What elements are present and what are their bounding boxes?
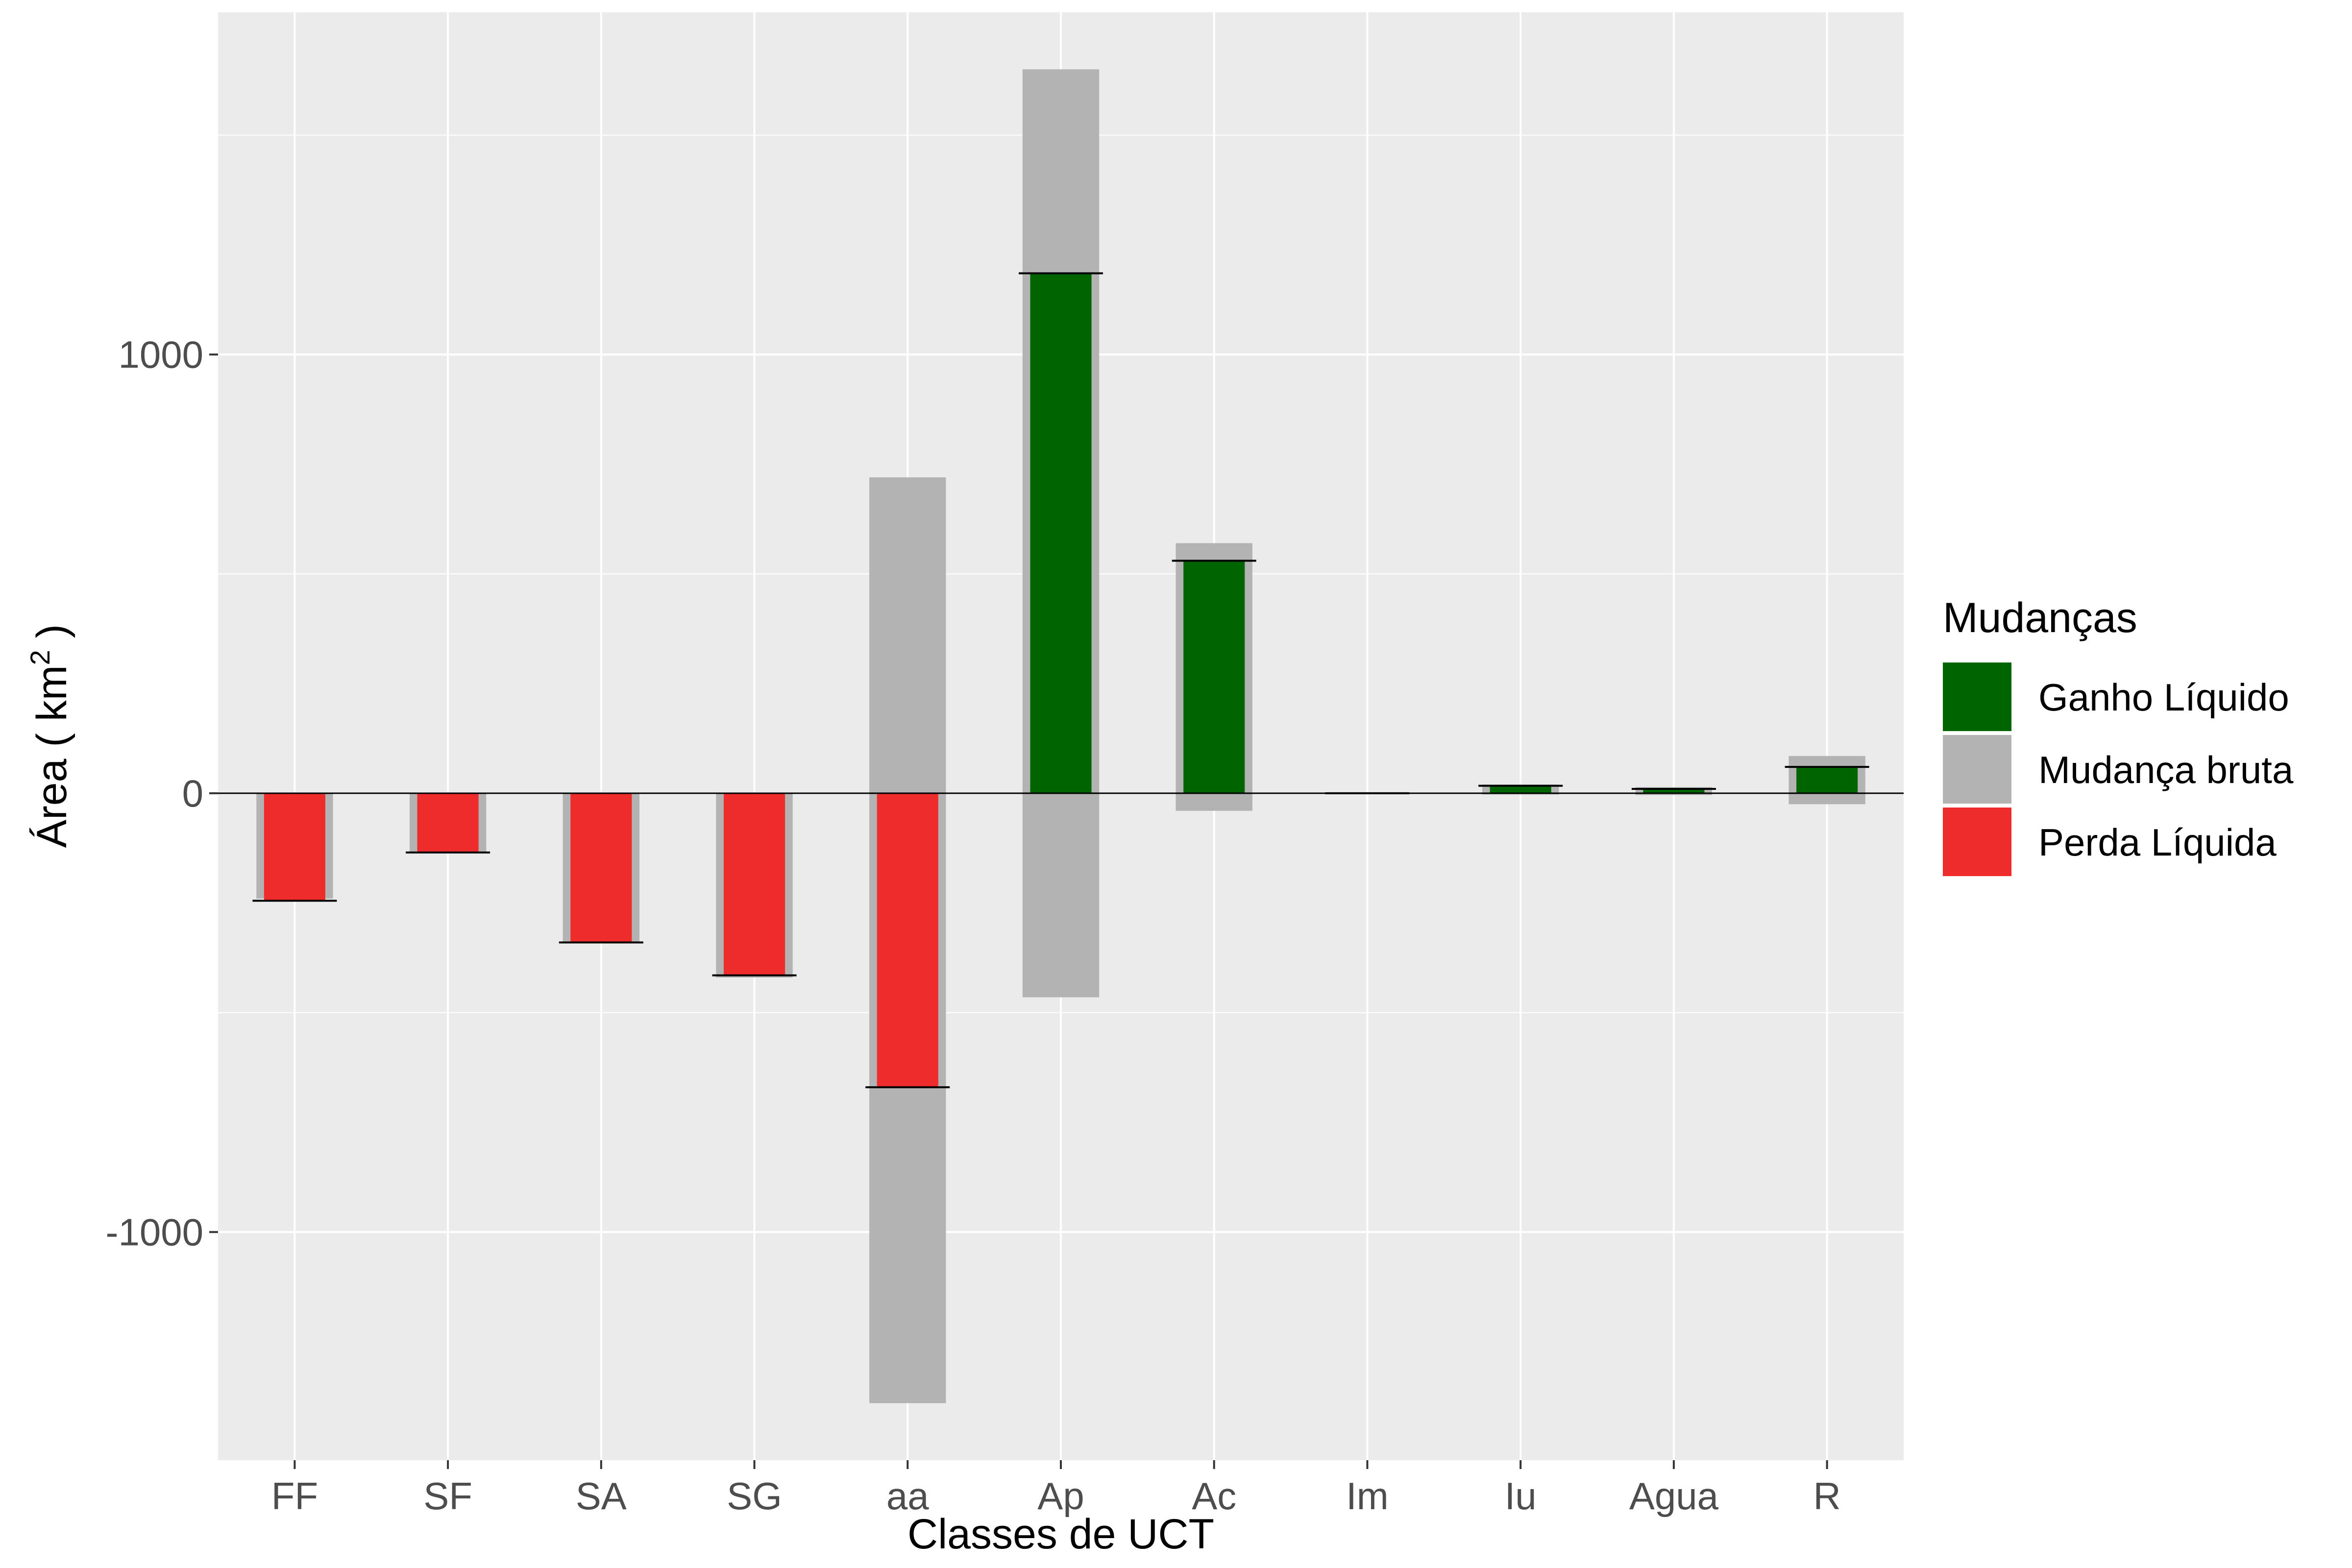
net-loss-bar-SA <box>570 793 632 943</box>
x-axis-title: Classes de UCT <box>907 1511 1214 1558</box>
legend-title: Mudanças <box>1943 594 2137 641</box>
net-loss-bar-SF <box>417 793 479 853</box>
y-tick-label: 1000 <box>118 333 203 376</box>
net-loss-bar-aa <box>877 793 938 1087</box>
legend: Mudanças Ganho Líquido Mudança bruta Perda… <box>1943 594 2294 876</box>
net-loss-bar-SG <box>724 793 785 976</box>
y-axis-ticks: -1000 0 1000 <box>106 333 218 1253</box>
x-tick-label-SA: SA <box>576 1474 627 1518</box>
y-tick-label: 0 <box>182 772 203 815</box>
y-axis-title: Área ( km2 ) <box>24 624 75 848</box>
legend-key-2 <box>1943 735 2011 804</box>
net-gain-bar-Ap <box>1030 273 1092 793</box>
x-tick-label-Ap: Ap <box>1037 1474 1084 1518</box>
y-axis-title-suffix: ) <box>28 624 75 650</box>
x-tick-label-SF: SF <box>423 1474 472 1518</box>
x-tick-label-Im: Im <box>1346 1474 1389 1518</box>
legend-key-3 <box>1943 808 2011 876</box>
legend-label-1: Ganho Líquido <box>2038 676 2289 719</box>
net-gain-bar-Agua <box>1643 788 1705 793</box>
x-tick-label-R: R <box>1813 1474 1840 1518</box>
net-gain-bar-Iu <box>1490 785 1551 793</box>
x-tick-label-Agua: Agua <box>1629 1474 1719 1518</box>
x-tick-label-Ac: Ac <box>1192 1474 1236 1518</box>
legend-entries: Ganho Líquido Mudança bruta Perda Líquida <box>1943 662 2294 876</box>
y-axis-title-prefix: Área ( km <box>28 665 75 848</box>
net-gain-bar-Ac <box>1183 561 1245 793</box>
x-tick-label-aa: aa <box>886 1474 929 1518</box>
net-value-markers <box>252 272 1869 1088</box>
x-tick-label-FF: FF <box>271 1474 318 1518</box>
net-gain-bar-R <box>1796 767 1858 793</box>
legend-label-2: Mudança bruta <box>2038 748 2294 791</box>
y-axis-title-superscript: 2 <box>24 650 55 665</box>
net-change-bars <box>264 273 1858 1087</box>
x-axis-ticks: FF SF SA SG aa Ap Ac Im Iu Agua R <box>271 1460 1841 1518</box>
x-tick-label-SG: SG <box>727 1474 782 1518</box>
legend-label-3: Perda Líquida <box>2038 821 2277 864</box>
x-tick-label-Iu: Iu <box>1505 1474 1537 1518</box>
y-tick-label: -1000 <box>106 1210 204 1253</box>
legend-key-1 <box>1943 662 2011 731</box>
net-loss-bar-FF <box>264 793 325 901</box>
